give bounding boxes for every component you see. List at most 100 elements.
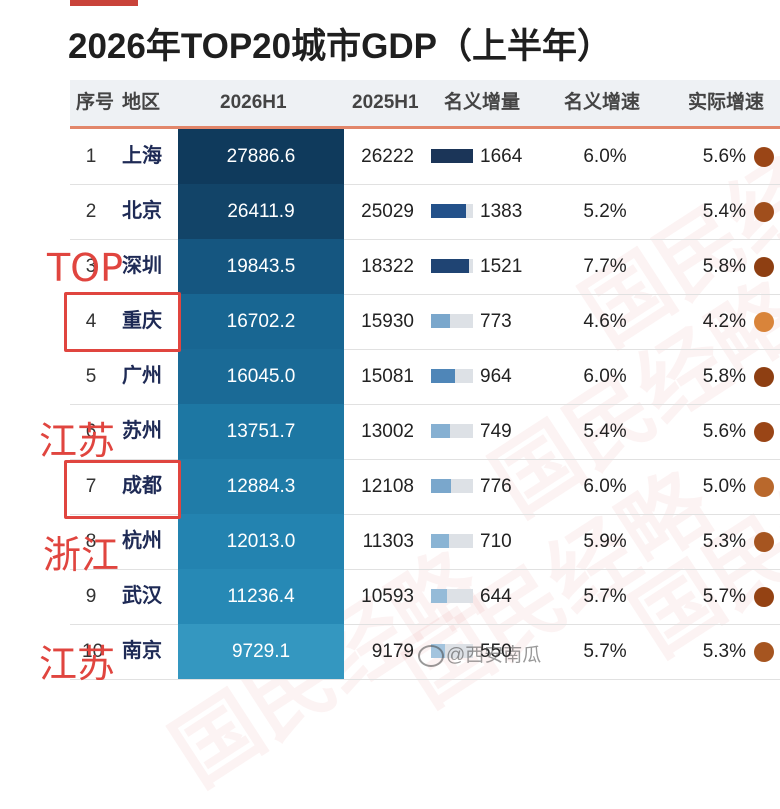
- annotation-top: TOP: [47, 246, 124, 290]
- cell-2025h1: 9179: [371, 641, 414, 662]
- cell-nominal-growth: 7.7%: [583, 256, 627, 277]
- cell-city: 广州: [122, 365, 162, 387]
- table-row: 5 广州 16045.0 15081 964 6.0% 5.8%: [70, 349, 780, 405]
- cell-real-growth: 5.6%: [702, 146, 746, 167]
- cell-rank: 3: [85, 256, 97, 277]
- cell-nominal-increase: 1664: [480, 146, 523, 167]
- cell-rank: 9: [85, 586, 97, 607]
- real-growth-dot: [754, 587, 774, 607]
- cell-real-growth: 5.3%: [702, 531, 746, 552]
- cell-2026h1: 9729.1: [178, 624, 344, 679]
- cell-rank: 4: [85, 311, 97, 332]
- increase-bar: [431, 424, 473, 438]
- cell-2026h1: 26411.9: [178, 184, 344, 239]
- cell-2025h1: 25029: [361, 201, 414, 222]
- cell-2025h1: 10593: [361, 586, 414, 607]
- cell-nominal-increase: 1383: [480, 201, 523, 222]
- cell-2026h1: 19843.5: [178, 239, 344, 294]
- cell-real-growth: 5.8%: [702, 366, 746, 387]
- real-growth-dot: [754, 257, 774, 277]
- cell-nominal-increase: 550: [480, 641, 512, 662]
- cell-2025h1: 26222: [361, 146, 414, 167]
- header-nominal-increase: 名义增量: [444, 92, 521, 113]
- highlight-box-chengdu: [64, 460, 181, 519]
- table-row: 9 武汉 11236.4 10593 644 5.7% 5.7%: [70, 569, 780, 625]
- cell-nominal-growth: 5.2%: [583, 201, 627, 222]
- increase-bar: [431, 259, 473, 273]
- cell-city: 成都: [122, 475, 162, 497]
- increase-bar: [431, 149, 473, 163]
- weibo-watermark: @西安南瓜: [418, 640, 541, 667]
- cell-real-growth: 5.3%: [702, 641, 746, 662]
- cell-real-growth: 5.4%: [702, 201, 746, 222]
- cell-2025h1: 15930: [361, 311, 414, 332]
- table-row: 4 重庆 16702.2 15930 773 4.6% 4.2%: [70, 294, 780, 350]
- cell-nominal-growth: 6.0%: [583, 366, 627, 387]
- real-growth-dot: [754, 477, 774, 497]
- cell-rank: 10: [82, 641, 104, 662]
- cell-city: 武汉: [122, 585, 162, 607]
- table-row: 10 南京 9729.1 9179 550 5.7% 5.3%: [70, 624, 780, 680]
- cell-nominal-increase: 710: [480, 531, 512, 552]
- real-growth-dot: [754, 147, 774, 167]
- increase-bar-fill: [431, 149, 473, 163]
- cell-2025h1: 15081: [361, 366, 414, 387]
- header-nominal-growth: 名义增速: [564, 92, 641, 113]
- cell-nominal-growth: 5.7%: [583, 641, 627, 662]
- annotation-jiangsu-2: 江苏: [39, 642, 116, 686]
- cell-nominal-increase: 644: [480, 586, 512, 607]
- increase-bar-fill: [431, 534, 449, 548]
- cell-city: 北京: [122, 200, 162, 222]
- cell-nominal-increase: 773: [480, 311, 512, 332]
- weibo-icon: [418, 644, 444, 667]
- header-real-growth: 实际增速: [688, 92, 765, 113]
- increase-bar-fill: [431, 424, 450, 438]
- title-accent-bar: [70, 0, 138, 6]
- table-row: 7 成都 12884.3 12108 776 6.0% 5.0%: [70, 459, 780, 515]
- page-title: 2026年TOP20城市GDP（上半年）: [68, 27, 612, 66]
- cell-city: 杭州: [122, 530, 162, 552]
- cell-2025h1: 18322: [361, 256, 414, 277]
- cell-2025h1: 13002: [361, 421, 414, 442]
- annotation-jiangsu-1: 江苏: [39, 419, 116, 463]
- real-growth-dot: [754, 367, 774, 387]
- cell-rank: 7: [85, 476, 97, 497]
- increase-bar: [431, 589, 473, 603]
- cell-nominal-increase: 776: [480, 476, 512, 497]
- increase-bar-fill: [431, 259, 469, 273]
- table-row: 8 杭州 12013.0 11303 710 5.9% 5.3%: [70, 514, 780, 570]
- increase-bar-fill: [431, 369, 455, 383]
- cell-2026h1: 16702.2: [178, 294, 344, 349]
- cell-nominal-increase: 1521: [480, 256, 523, 277]
- increase-bar-fill: [431, 589, 447, 603]
- cell-2025h1: 11303: [362, 531, 414, 552]
- increase-bar: [431, 369, 473, 383]
- table-row: 1 上海 27886.6 26222 1664 6.0% 5.6%: [70, 129, 780, 185]
- cell-rank: 6: [85, 421, 97, 442]
- cell-2026h1: 13751.7: [178, 404, 344, 459]
- header-2025h1: 2025H1: [352, 92, 419, 113]
- cell-city: 南京: [122, 640, 162, 662]
- cell-2026h1: 12884.3: [178, 459, 344, 514]
- real-growth-dot: [754, 202, 774, 222]
- cell-2026h1: 12013.0: [178, 514, 344, 569]
- cell-real-growth: 5.0%: [702, 476, 746, 497]
- cell-2026h1: 16045.0: [178, 349, 344, 404]
- cell-nominal-growth: 6.0%: [583, 146, 627, 167]
- cell-2026h1: 11236.4: [178, 569, 344, 624]
- cell-real-growth: 5.6%: [702, 421, 746, 442]
- table-row: 6 苏州 13751.7 13002 749 5.4% 5.6%: [70, 404, 780, 460]
- table-row: 2 北京 26411.9 25029 1383 5.2% 5.4%: [70, 184, 780, 240]
- header-rank: 序号: [76, 92, 115, 113]
- cell-rank: 8: [85, 531, 97, 552]
- real-growth-dot: [754, 422, 774, 442]
- table-header: 序号 地区 2026H1 2025H1 名义增量 名义增速 实际增速: [70, 80, 780, 129]
- cell-nominal-increase: 749: [480, 421, 512, 442]
- increase-bar-fill: [431, 204, 466, 218]
- cell-real-growth: 5.8%: [702, 256, 746, 277]
- cell-rank: 1: [85, 146, 97, 167]
- highlight-box-chongqing: [64, 292, 181, 352]
- cell-nominal-growth: 5.7%: [583, 586, 627, 607]
- increase-bar-fill: [431, 314, 450, 328]
- weibo-handle: @西安南瓜: [446, 645, 542, 666]
